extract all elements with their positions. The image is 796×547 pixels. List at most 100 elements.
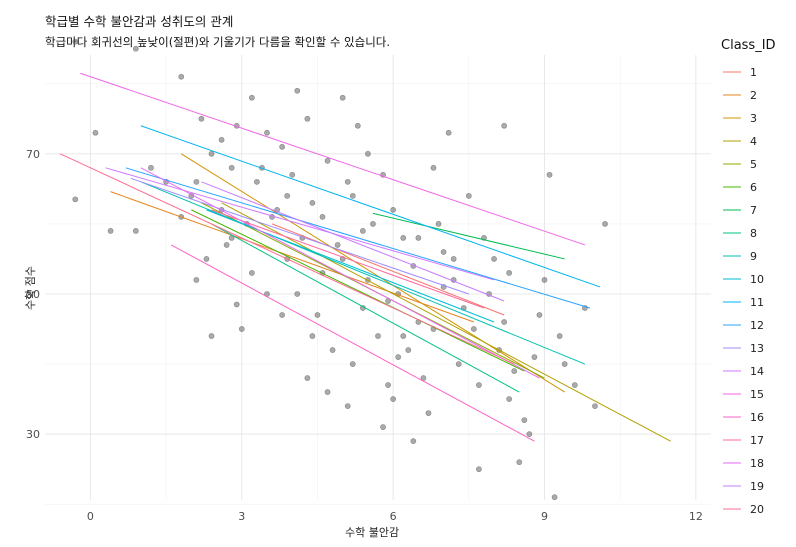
data-point: [450, 256, 457, 262]
regression-line-class-9: [140, 181, 586, 365]
data-point: [248, 270, 255, 276]
regression-line-class-6: [191, 209, 525, 372]
data-point: [435, 220, 442, 227]
data-point: [511, 368, 518, 374]
legend-label: 1: [750, 66, 757, 79]
data-point: [198, 115, 205, 122]
data-point: [218, 136, 225, 143]
data-point: [223, 242, 230, 248]
data-point: [546, 171, 553, 178]
data-point: [203, 256, 210, 262]
legend-label: 11: [750, 296, 764, 309]
data-point: [375, 333, 381, 339]
legend-label: 20: [750, 503, 764, 516]
data-point: [561, 361, 568, 367]
data-point: [571, 382, 578, 388]
data-point: [410, 438, 417, 445]
regression-line-class-19: [201, 181, 505, 302]
x-tick-label: 6: [390, 510, 397, 523]
regression-line-class-7: [372, 212, 565, 260]
data-point: [294, 87, 301, 94]
data-point: [309, 199, 316, 206]
data-point: [349, 192, 356, 199]
data-point: [208, 333, 215, 339]
y-tick-labels: 30 50 70: [26, 148, 40, 441]
y-tick-label: 70: [26, 148, 40, 161]
data-point: [233, 301, 240, 308]
legend-label: 2: [750, 89, 757, 102]
data-point: [390, 206, 397, 213]
data-point: [329, 347, 336, 353]
data-point: [107, 227, 114, 234]
legend-label: 19: [750, 480, 764, 493]
data-point: [501, 319, 508, 325]
data-point: [476, 466, 482, 473]
data-point: [465, 192, 472, 199]
x-tick-label: 9: [541, 510, 548, 523]
plot-panel: [45, 55, 711, 500]
data-point: [602, 220, 608, 227]
data-point: [370, 220, 376, 227]
data-point: [354, 122, 361, 129]
data-point: [531, 354, 538, 360]
data-point: [319, 213, 326, 220]
data-point: [359, 227, 366, 234]
data-point: [193, 178, 200, 185]
data-point: [455, 361, 462, 367]
data-point: [400, 235, 407, 241]
regression-line-class-11: [140, 125, 601, 288]
legend-label: 14: [750, 365, 764, 378]
legend-label: 6: [750, 181, 757, 194]
legend-label: 18: [750, 457, 764, 470]
data-point: [324, 157, 331, 164]
data-point: [476, 382, 482, 388]
legend-label: 13: [750, 342, 764, 355]
x-tick-label: 0: [87, 510, 94, 523]
x-tick-labels: 0 3 6 9 12: [87, 510, 703, 523]
regression-lines: [59, 72, 671, 442]
data-point: [324, 389, 331, 395]
regression-line-class-4: [221, 202, 671, 442]
regression-line-class-1: [271, 223, 505, 316]
data-point: [526, 431, 533, 438]
x-tick-label: 12: [689, 510, 703, 523]
regression-line-class-20: [59, 153, 515, 365]
data-point: [208, 150, 215, 157]
legend-label: 3: [750, 112, 757, 125]
regression-line-class-18: [140, 167, 540, 379]
legend-label: 8: [750, 227, 757, 240]
legend-label: 16: [750, 411, 764, 424]
data-point: [309, 333, 316, 339]
data-point: [294, 291, 301, 297]
data-point: [506, 396, 513, 402]
data-point: [425, 410, 432, 417]
data-point: [430, 164, 437, 171]
data-point: [380, 424, 386, 431]
regression-line-class-16: [170, 244, 535, 442]
data-point: [349, 361, 356, 367]
data-point: [506, 270, 513, 276]
data-point: [264, 129, 270, 136]
data-point: [284, 192, 291, 199]
data-point: [314, 312, 321, 318]
regression-line-class-13: [130, 177, 469, 295]
y-axis-label: 수학 점수: [23, 266, 37, 310]
data-point: [440, 249, 447, 255]
data-point: [304, 115, 311, 122]
data-point: [536, 312, 543, 318]
legend-label: 5: [750, 158, 757, 171]
legend-label: 17: [750, 434, 764, 447]
data-point: [521, 417, 528, 424]
regression-line-class-15: [80, 72, 586, 246]
data-point: [344, 403, 351, 409]
regression-line-class-14: [105, 167, 495, 281]
grid: [45, 55, 711, 505]
legend-label: 12: [750, 319, 764, 332]
data-point: [72, 38, 79, 45]
data-point: [390, 396, 397, 402]
data-point: [385, 382, 391, 388]
data-point: [405, 347, 412, 353]
data-point: [178, 73, 185, 80]
